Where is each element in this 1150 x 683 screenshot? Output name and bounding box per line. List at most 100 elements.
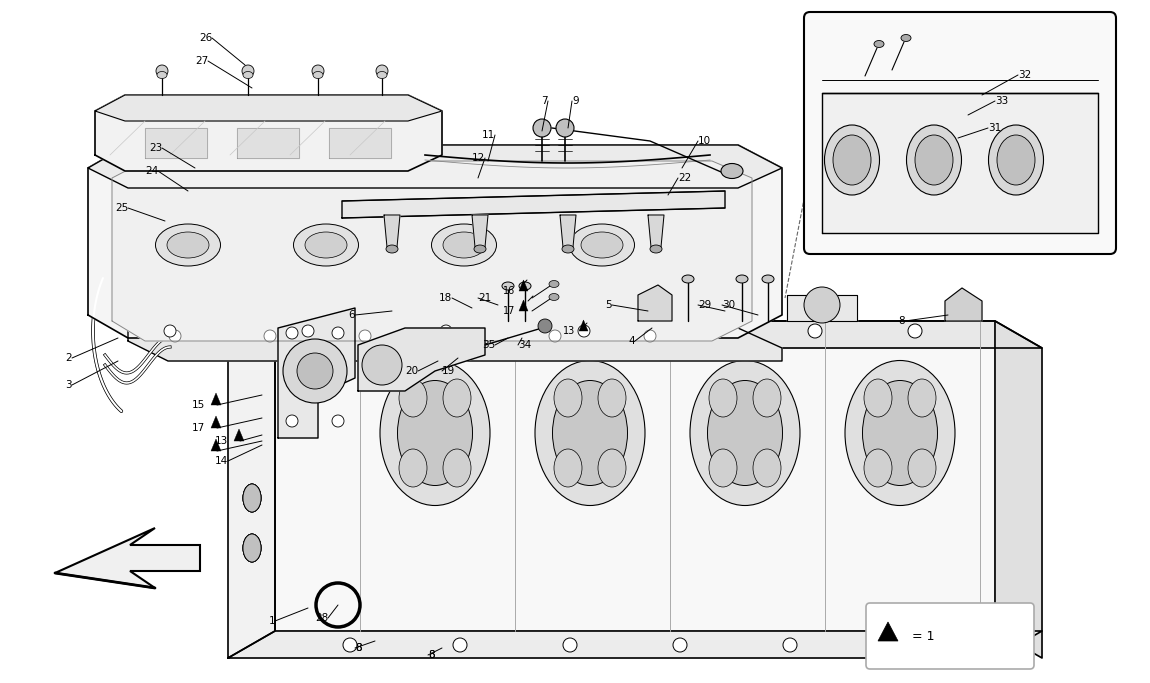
- Circle shape: [408, 324, 422, 338]
- Circle shape: [297, 353, 333, 389]
- Polygon shape: [210, 393, 221, 405]
- Circle shape: [164, 325, 176, 337]
- Ellipse shape: [650, 245, 662, 253]
- Text: 17: 17: [192, 423, 205, 433]
- Ellipse shape: [305, 232, 347, 258]
- Text: 28: 28: [315, 613, 328, 623]
- Circle shape: [708, 324, 722, 338]
- Polygon shape: [233, 429, 244, 441]
- Text: 27: 27: [194, 56, 208, 66]
- Text: 11: 11: [482, 130, 494, 140]
- Ellipse shape: [399, 449, 427, 487]
- Text: 33: 33: [995, 96, 1009, 106]
- Circle shape: [308, 324, 322, 338]
- Text: 17: 17: [503, 306, 515, 316]
- Ellipse shape: [443, 379, 471, 417]
- Ellipse shape: [158, 72, 167, 79]
- Circle shape: [644, 330, 656, 342]
- Ellipse shape: [243, 484, 261, 512]
- Text: 3: 3: [66, 380, 72, 390]
- Polygon shape: [877, 622, 898, 641]
- Ellipse shape: [443, 449, 471, 487]
- Text: 13: 13: [562, 326, 575, 336]
- Polygon shape: [275, 321, 995, 631]
- Ellipse shape: [825, 125, 880, 195]
- Text: 18: 18: [439, 293, 452, 303]
- Text: 22: 22: [678, 173, 691, 183]
- Ellipse shape: [293, 224, 359, 266]
- Circle shape: [673, 638, 687, 652]
- Polygon shape: [822, 93, 1098, 233]
- Ellipse shape: [554, 379, 582, 417]
- Ellipse shape: [874, 40, 884, 48]
- Text: 20: 20: [405, 366, 417, 376]
- Polygon shape: [384, 215, 400, 247]
- Circle shape: [286, 415, 298, 427]
- Polygon shape: [560, 215, 576, 247]
- Text: 25: 25: [115, 203, 128, 213]
- Circle shape: [454, 330, 466, 342]
- Ellipse shape: [562, 245, 574, 253]
- Ellipse shape: [736, 275, 748, 283]
- Ellipse shape: [997, 135, 1035, 185]
- Polygon shape: [89, 145, 782, 338]
- Polygon shape: [477, 295, 547, 321]
- Ellipse shape: [753, 449, 781, 487]
- Ellipse shape: [243, 484, 261, 512]
- Circle shape: [286, 327, 298, 339]
- Text: 5: 5: [605, 300, 612, 310]
- Ellipse shape: [753, 379, 781, 417]
- Polygon shape: [519, 300, 528, 311]
- Circle shape: [343, 638, 356, 652]
- Circle shape: [283, 339, 347, 403]
- Text: 21: 21: [478, 293, 491, 303]
- Polygon shape: [578, 320, 588, 331]
- FancyBboxPatch shape: [804, 12, 1116, 254]
- Circle shape: [578, 325, 590, 337]
- Polygon shape: [647, 215, 664, 247]
- Ellipse shape: [443, 232, 485, 258]
- Circle shape: [312, 65, 324, 77]
- Polygon shape: [472, 215, 488, 247]
- Ellipse shape: [243, 534, 261, 562]
- Ellipse shape: [908, 379, 936, 417]
- Polygon shape: [210, 416, 221, 428]
- Text: 8: 8: [898, 316, 905, 326]
- Ellipse shape: [552, 380, 628, 486]
- Ellipse shape: [243, 484, 261, 512]
- Polygon shape: [519, 280, 528, 291]
- Circle shape: [242, 65, 254, 77]
- Text: 10: 10: [698, 136, 711, 146]
- Circle shape: [440, 325, 452, 337]
- Circle shape: [169, 330, 181, 342]
- Text: 32: 32: [1018, 70, 1032, 80]
- Ellipse shape: [519, 282, 531, 290]
- Text: 23: 23: [148, 143, 162, 153]
- Polygon shape: [228, 631, 1042, 658]
- Circle shape: [508, 324, 522, 338]
- Ellipse shape: [762, 275, 774, 283]
- Text: 2: 2: [66, 353, 72, 363]
- Ellipse shape: [864, 379, 892, 417]
- Text: 12: 12: [472, 153, 485, 163]
- Ellipse shape: [243, 484, 261, 512]
- Polygon shape: [275, 321, 1042, 348]
- Polygon shape: [237, 128, 299, 158]
- Ellipse shape: [908, 449, 936, 487]
- Polygon shape: [95, 95, 442, 121]
- Ellipse shape: [915, 135, 953, 185]
- Polygon shape: [787, 295, 857, 321]
- Ellipse shape: [989, 125, 1043, 195]
- Circle shape: [453, 638, 467, 652]
- Text: 8: 8: [428, 650, 435, 660]
- Ellipse shape: [243, 534, 261, 562]
- Ellipse shape: [386, 245, 398, 253]
- Text: 8: 8: [355, 643, 361, 653]
- Ellipse shape: [598, 449, 626, 487]
- Ellipse shape: [864, 449, 892, 487]
- Ellipse shape: [155, 224, 221, 266]
- Text: 1: 1: [268, 616, 275, 626]
- Ellipse shape: [833, 135, 871, 185]
- Circle shape: [804, 287, 840, 323]
- Text: 19: 19: [442, 366, 455, 376]
